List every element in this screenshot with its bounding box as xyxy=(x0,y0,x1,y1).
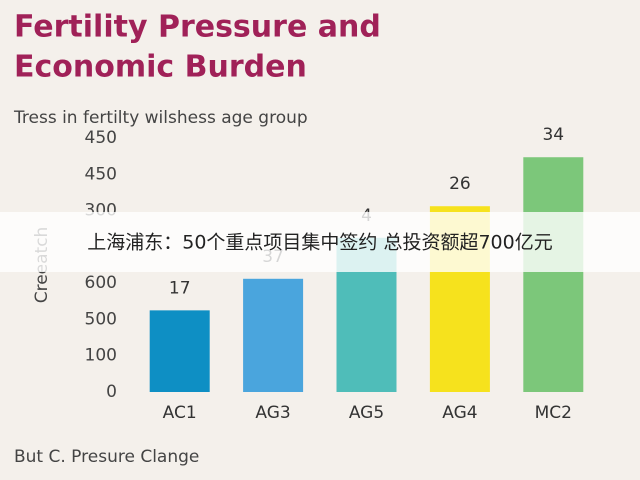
subtitle: Tress in fertilty wilshess age group xyxy=(13,108,308,128)
x-tick-label: AG4 xyxy=(442,403,477,423)
x-tick-label: AG5 xyxy=(349,403,384,423)
bar xyxy=(523,157,584,392)
bar-text: 34 xyxy=(542,125,564,145)
bar xyxy=(149,310,210,392)
y-tick-label: 100 xyxy=(85,346,117,366)
chart-title: Fertility Pressure and xyxy=(14,10,381,45)
y-tick-label: 600 xyxy=(85,273,117,293)
y-tick-label: 450 xyxy=(85,164,117,184)
x-tick-label: MC2 xyxy=(535,403,572,423)
banner xyxy=(0,212,640,272)
bar xyxy=(243,278,304,392)
y-tick-label: 0 xyxy=(106,382,117,402)
x-tick-label: AG3 xyxy=(255,403,290,423)
x-tick-label: AC1 xyxy=(163,403,197,423)
y-tick-label: 450 xyxy=(85,128,117,148)
bar-text: 26 xyxy=(449,174,471,194)
footer: But C. Presure Clange xyxy=(14,447,199,467)
chart-title: Economic Burden xyxy=(14,50,307,85)
y-tick-label: 500 xyxy=(85,309,117,329)
banner-text: 上海浦东：50个重点项目集中签约 总投资额超700亿元 xyxy=(87,232,552,254)
bar-text: 17 xyxy=(169,278,191,298)
